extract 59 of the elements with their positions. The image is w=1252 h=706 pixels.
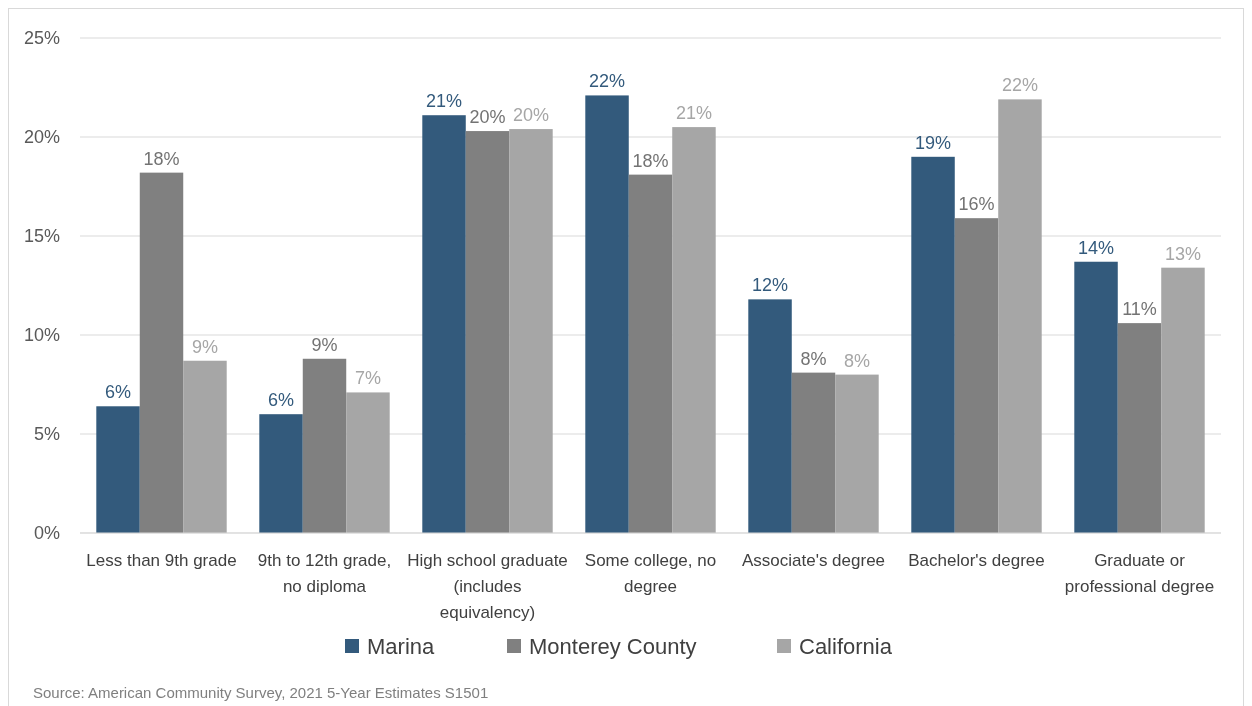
y-tick-label: 5%	[33, 424, 60, 444]
data-label: 18%	[632, 150, 669, 171]
bar	[139, 172, 184, 533]
data-label: 12%	[752, 275, 789, 296]
x-tick-label: High school graduate (includes equivalency)	[407, 551, 568, 622]
bar	[835, 374, 879, 533]
bar	[509, 129, 553, 533]
bar	[791, 372, 836, 533]
x-tick-label: Bachelor's degree	[908, 551, 1045, 570]
bar	[998, 99, 1042, 533]
data-label: 19%	[915, 132, 952, 153]
x-tick-label: Associate's degree	[741, 551, 886, 570]
data-label: 13%	[1164, 243, 1201, 264]
bar	[911, 156, 955, 533]
data-label: 21%	[426, 91, 463, 112]
x-tick-label: Less than 9th grade	[86, 551, 237, 570]
y-tick-label: 20%	[23, 127, 60, 147]
bar	[672, 127, 716, 533]
data-label: 8%	[843, 350, 870, 371]
y-tick-label: 15%	[23, 226, 60, 246]
bar	[346, 392, 390, 533]
data-label: 9%	[191, 336, 218, 357]
bar	[183, 360, 227, 533]
data-label: 14%	[1078, 237, 1115, 258]
x-tick-label: Graduate or professional degree	[1064, 551, 1215, 596]
data-label: 6%	[105, 382, 132, 403]
data-label: 8%	[800, 348, 827, 369]
bar	[259, 414, 303, 533]
legend-label: California	[799, 634, 893, 659]
data-label: 22%	[1001, 75, 1038, 96]
data-label: 7%	[354, 368, 381, 389]
data-label: 22%	[589, 71, 626, 92]
bar	[96, 406, 140, 533]
bar	[1117, 323, 1162, 533]
bar	[748, 299, 792, 533]
y-tick-label: 0%	[33, 523, 60, 543]
bar	[1074, 261, 1118, 533]
x-tick-label: 9th to 12th grade, no diploma	[257, 551, 392, 596]
data-label: 16%	[958, 194, 995, 215]
bar	[628, 174, 673, 533]
bar	[422, 115, 466, 533]
bar	[302, 358, 347, 533]
bar	[954, 218, 999, 533]
bar	[1161, 267, 1205, 533]
data-label: 6%	[268, 390, 295, 411]
data-label: 18%	[143, 148, 180, 169]
data-label: 11%	[1122, 299, 1157, 320]
bar	[465, 131, 510, 533]
legend-label: Marina	[367, 634, 436, 659]
bar	[585, 95, 629, 533]
source-note: Source: American Community Survey, 2021 5-Year Estimates S1501	[33, 684, 489, 701]
y-tick-label: 25%	[23, 28, 60, 48]
y-tick-label: 10%	[23, 325, 60, 345]
legend-label: Monterey County	[529, 634, 697, 659]
x-tick-label: Some college, no degree	[584, 551, 717, 596]
data-label: 20%	[512, 105, 549, 126]
data-label: 9%	[311, 334, 338, 355]
data-label: 21%	[675, 103, 712, 124]
data-label: 20%	[469, 107, 506, 128]
